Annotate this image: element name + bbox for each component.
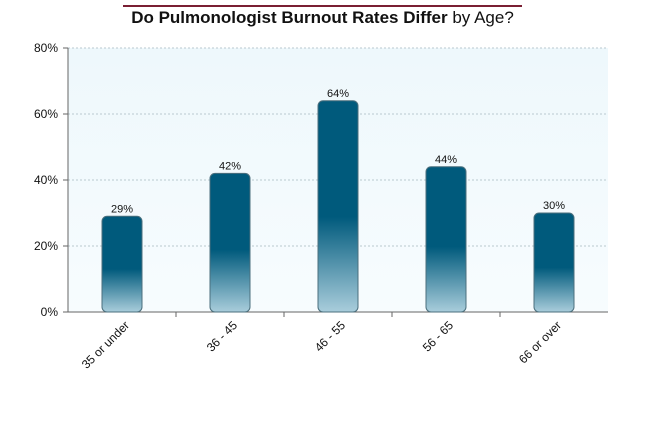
- title-rule: [123, 5, 522, 7]
- chart-title-rest: by Age?: [452, 8, 514, 27]
- y-tick-label: 40%: [34, 173, 58, 187]
- bar: [533, 212, 575, 313]
- y-tick-label: 0%: [41, 305, 59, 319]
- x-tick-label: 36 - 45: [204, 318, 241, 355]
- x-tick-label: 46 - 55: [312, 318, 349, 355]
- x-tick-label: 35 or under: [79, 318, 132, 371]
- data-label: 44%: [435, 154, 457, 166]
- y-tick-label: 60%: [34, 107, 58, 121]
- bar: [425, 166, 467, 313]
- data-label: 30%: [543, 200, 565, 212]
- bar: [101, 215, 143, 313]
- x-tick-label: 66 or over: [516, 318, 564, 366]
- x-tick-label: 56 - 65: [420, 318, 457, 355]
- data-label: 64%: [327, 88, 349, 100]
- data-label: 29%: [111, 203, 133, 215]
- bar: [317, 100, 359, 313]
- chart-title-bold: Do Pulmonologist Burnout Rates Differ: [131, 8, 448, 27]
- bar: [209, 172, 251, 313]
- data-label: 42%: [219, 160, 241, 172]
- y-tick-label: 80%: [34, 41, 58, 55]
- chart-title: Do Pulmonologist Burnout Rates Differ by…: [0, 8, 645, 28]
- y-tick-label: 20%: [34, 239, 58, 253]
